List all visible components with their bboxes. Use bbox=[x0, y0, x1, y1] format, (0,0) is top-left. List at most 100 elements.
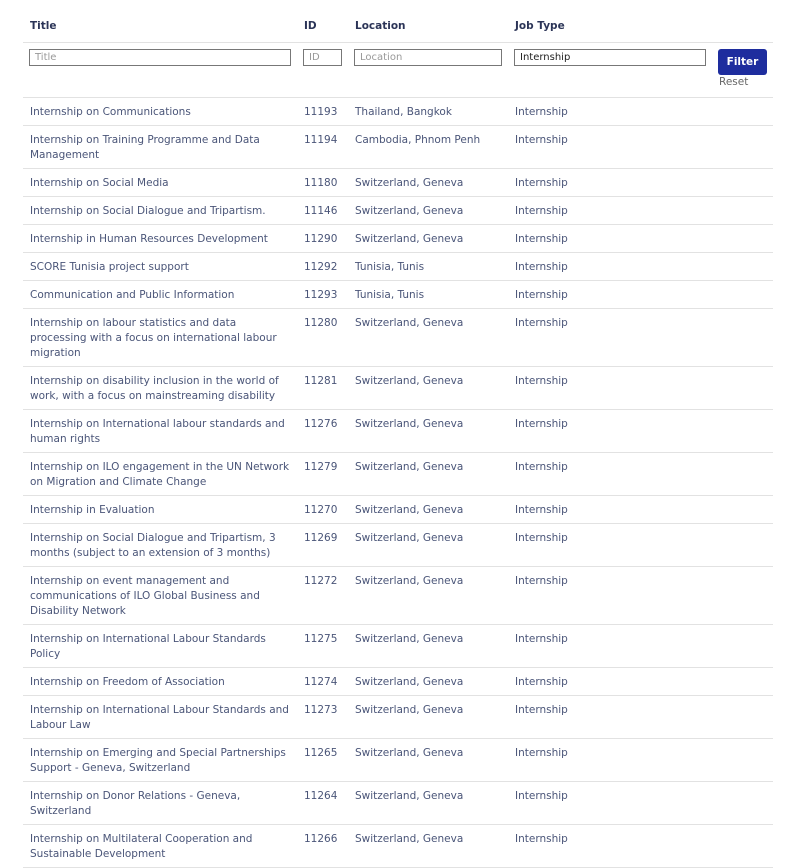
cell: Internship bbox=[515, 261, 568, 273]
cell: Switzerland, Geneva bbox=[355, 461, 464, 473]
job-title[interactable]: Internship on labour statistics and data… bbox=[30, 317, 277, 359]
job-title[interactable]: Internship on Multilateral Cooperation a… bbox=[30, 833, 253, 860]
cell: 11276 bbox=[304, 418, 338, 430]
job-title[interactable]: Internship on Donor Relations - Geneva, … bbox=[30, 790, 241, 817]
cell: 11290 bbox=[304, 233, 338, 245]
table-row: Internship on International Labour Stand… bbox=[23, 696, 773, 739]
job-title[interactable]: Internship on Communications bbox=[30, 106, 191, 118]
job-title[interactable]: Communication and Public Information bbox=[30, 289, 235, 301]
filter-input[interactable]: Title bbox=[29, 49, 291, 66]
cell: 11292 bbox=[304, 261, 338, 273]
cell: Internship bbox=[515, 461, 568, 473]
filter-input[interactable]: Location bbox=[354, 49, 502, 66]
cell: Switzerland, Geneva bbox=[355, 504, 464, 516]
column-header[interactable]: Title bbox=[30, 20, 57, 32]
cell: Switzerland, Geneva bbox=[355, 633, 464, 645]
table-row: Internship on ILO engagement in the UN N… bbox=[23, 453, 773, 496]
job-title[interactable]: Internship on ILO engagement in the UN N… bbox=[30, 461, 290, 488]
cell: Internship bbox=[515, 575, 568, 587]
job-title[interactable]: Internship on Social Dialogue and Tripar… bbox=[30, 532, 276, 559]
filter-input[interactable]: ID bbox=[303, 49, 342, 66]
cell: Switzerland, Geneva bbox=[355, 704, 464, 716]
cell: 11273 bbox=[304, 704, 338, 716]
job-title[interactable]: SCORE Tunisia project support bbox=[30, 261, 189, 273]
cell: Internship bbox=[515, 177, 568, 189]
cell: Switzerland, Geneva bbox=[355, 833, 464, 845]
cell: Thailand, Bangkok bbox=[355, 106, 452, 118]
cell: Switzerland, Geneva bbox=[355, 676, 464, 688]
cell: Switzerland, Geneva bbox=[355, 418, 464, 430]
cell: Internship bbox=[515, 289, 568, 301]
job-title[interactable]: Internship on Training Programme and Dat… bbox=[30, 134, 260, 161]
cell: Internship bbox=[515, 418, 568, 430]
cell: Internship bbox=[515, 134, 568, 146]
job-title[interactable]: Internship in Human Resources Developmen… bbox=[30, 233, 268, 245]
cell: Cambodia, Phnom Penh bbox=[355, 134, 481, 146]
reset-link[interactable]: Reset bbox=[719, 76, 749, 88]
header-row: Title ID Location Job Type bbox=[23, 0, 773, 43]
cell: Internship bbox=[515, 633, 568, 645]
cell: 11293 bbox=[304, 289, 338, 301]
cell: Switzerland, Geneva bbox=[355, 177, 464, 189]
cell: 11280 bbox=[304, 317, 338, 329]
cell: Internship bbox=[515, 233, 568, 245]
cell: Switzerland, Geneva bbox=[355, 747, 464, 759]
job-title[interactable]: Internship on Social Dialogue and Tripar… bbox=[30, 205, 266, 217]
job-title[interactable]: Internship on Social Media bbox=[30, 177, 169, 189]
job-title[interactable]: Internship on International labour stand… bbox=[30, 418, 285, 445]
job-title[interactable]: Internship on event management and commu… bbox=[30, 575, 260, 617]
table-row: Internship on labour statistics and data… bbox=[23, 309, 773, 367]
job-type-input[interactable]: Internship bbox=[514, 49, 706, 66]
job-title[interactable]: Internship on International Labour Stand… bbox=[30, 704, 289, 731]
filter-button[interactable]: Filter bbox=[718, 49, 767, 75]
table-row: Internship in Evaluation 11270 Switzerland… bbox=[23, 496, 773, 524]
column-header[interactable]: ID bbox=[304, 20, 317, 32]
table-row: Internship on disability inclusion in th… bbox=[23, 367, 773, 410]
cell: Switzerland, Geneva bbox=[355, 790, 464, 802]
cell: Internship bbox=[515, 790, 568, 802]
cell: Internship bbox=[515, 106, 568, 118]
column-header[interactable]: Job Type bbox=[515, 20, 565, 32]
cell: Internship bbox=[515, 532, 568, 544]
cell: Internship bbox=[515, 676, 568, 688]
job-table: Title ID Location Job Type Title ID Location In… bbox=[23, 0, 773, 868]
cell: Internship bbox=[515, 504, 568, 516]
cell: Internship bbox=[515, 833, 568, 845]
job-title[interactable]: Internship in Evaluation bbox=[30, 504, 155, 516]
table-row: Internship on Training Programme and Dat… bbox=[23, 126, 773, 169]
table-row: Internship on International Labour Stand… bbox=[23, 625, 773, 668]
cell: 11279 bbox=[304, 461, 338, 473]
table-row: Internship on Emerging and Special Partn… bbox=[23, 739, 773, 782]
job-title[interactable]: Internship on International Labour Stand… bbox=[30, 633, 266, 660]
cell: Tunisia, Tunis bbox=[355, 261, 425, 273]
cell: 11272 bbox=[304, 575, 338, 587]
cell: Switzerland, Geneva bbox=[355, 575, 464, 587]
table-row: Internship on Social Dialogue and Tripar… bbox=[23, 197, 773, 225]
cell: Tunisia, Tunis bbox=[355, 289, 425, 301]
table-row: Internship in Human Resources Developmen… bbox=[23, 225, 773, 253]
cell: 11274 bbox=[304, 676, 338, 688]
table-row: Internship on Donor Relations - Geneva, … bbox=[23, 782, 773, 825]
job-title[interactable]: Internship on disability inclusion in th… bbox=[30, 375, 279, 402]
cell: Switzerland, Geneva bbox=[355, 375, 464, 387]
job-title[interactable]: Internship on Emerging and Special Partn… bbox=[30, 747, 286, 774]
cell: Internship bbox=[515, 747, 568, 759]
cell: 11264 bbox=[304, 790, 338, 802]
column-header[interactable]: Location bbox=[355, 20, 406, 32]
cell: 11194 bbox=[304, 134, 338, 146]
cell: Internship bbox=[515, 205, 568, 217]
job-title[interactable]: Internship on Freedom of Association bbox=[30, 676, 225, 688]
table-row: Communication and Public Information 1129… bbox=[23, 281, 773, 309]
cell: Internship bbox=[515, 317, 568, 329]
cell: Switzerland, Geneva bbox=[355, 317, 464, 329]
cell: 11146 bbox=[304, 205, 338, 217]
cell: 11269 bbox=[304, 532, 338, 544]
cell: Switzerland, Geneva bbox=[355, 205, 464, 217]
table-row: Internship on Social Dialogue and Tripar… bbox=[23, 524, 773, 567]
filter-row: Title ID Location Internship Filter Reset bbox=[23, 43, 773, 98]
table-row: Internship on Social Media 11180 Switzerla… bbox=[23, 169, 773, 197]
table-row: SCORE Tunisia project support 11292 Tunisi… bbox=[23, 253, 773, 281]
table-row: Internship on International labour stand… bbox=[23, 410, 773, 453]
cell: 11193 bbox=[304, 106, 338, 118]
table-row: Internship on Communications 11193 Thailan… bbox=[23, 98, 773, 126]
